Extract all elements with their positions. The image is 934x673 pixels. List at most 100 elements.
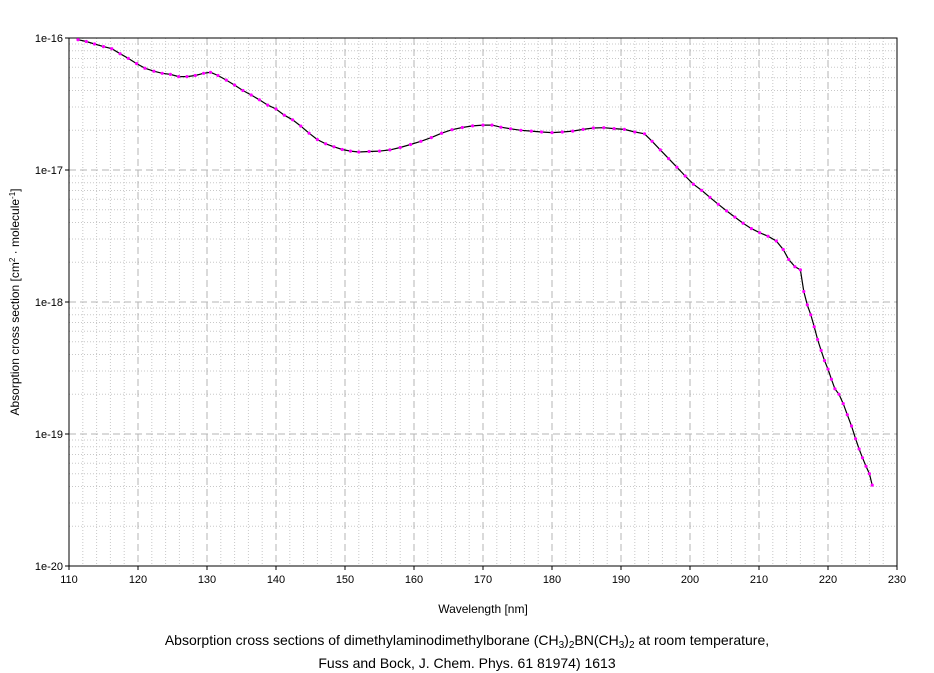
caption-text: ) [624, 632, 629, 648]
data-point [76, 38, 80, 42]
data-point [481, 123, 485, 127]
x-axis-title: Wavelength [nm] [438, 602, 528, 616]
data-point [622, 127, 627, 131]
data-point [529, 129, 533, 133]
data-point [667, 157, 671, 161]
data-point [450, 128, 454, 132]
data-point [357, 150, 361, 154]
y-axis-ticks: 1e-20 1e-19 1e-18 1e-17 1e-16 [35, 33, 69, 573]
data-point [602, 126, 606, 130]
data-point [84, 39, 88, 44]
series-layer [76, 38, 874, 487]
caption-text: BN(CH [574, 632, 619, 648]
data-point [812, 325, 816, 329]
data-point [819, 348, 823, 352]
data-point [168, 72, 172, 76]
y-tick-label: 1e-18 [35, 297, 63, 309]
data-point [274, 107, 278, 111]
data-point [683, 174, 687, 178]
data-point [332, 145, 336, 149]
data-point [658, 148, 662, 152]
data-point [249, 93, 253, 97]
data-point [324, 142, 328, 146]
y-axis-title-part: ] [8, 188, 22, 191]
caption-text: Absorption cross sections of dimethylami… [164, 632, 559, 648]
data-point [398, 145, 402, 150]
data-point [540, 130, 544, 134]
data-point [774, 239, 778, 243]
data-point [202, 71, 206, 75]
data-point [440, 131, 444, 135]
x-tick-label: 120 [129, 574, 147, 586]
data-point [101, 45, 106, 49]
x-tick-label: 190 [612, 574, 630, 586]
data-point [798, 268, 803, 272]
x-tick-label: 130 [198, 574, 216, 586]
data-point [581, 127, 585, 131]
y-axis-title-part: Absorption cross section [cm [8, 262, 22, 415]
data-point [822, 359, 827, 363]
caption-subscript: 2 [628, 640, 635, 651]
data-point [291, 118, 295, 122]
data-point [787, 257, 791, 262]
y-tick-label: 1e-19 [35, 429, 63, 441]
data-point [870, 483, 874, 487]
data-point [708, 195, 712, 199]
grid [69, 38, 897, 566]
data-point [266, 103, 270, 107]
caption-text: at room temperature, [634, 632, 770, 648]
y-axis-title-superscript: -1 [8, 191, 17, 199]
data-point [177, 75, 181, 79]
data-point [642, 132, 647, 136]
data-point [802, 289, 806, 294]
data-point [519, 128, 523, 132]
data-point [741, 221, 745, 225]
data-point [725, 209, 729, 213]
x-tick-label: 160 [405, 574, 423, 586]
caption-subscript: 2 [568, 640, 575, 651]
data-point [388, 148, 392, 152]
data-point [716, 202, 720, 206]
data-point [845, 413, 849, 417]
data-point [160, 71, 164, 75]
data-point [315, 138, 319, 142]
data-point [419, 139, 423, 143]
data-point [758, 231, 762, 235]
data-point [233, 83, 237, 87]
data-point [460, 125, 464, 130]
data-point [816, 337, 820, 342]
x-tick-label: 200 [681, 574, 699, 586]
data-point [841, 402, 845, 406]
data-point [135, 62, 139, 66]
data-point [633, 130, 637, 134]
data-point [340, 147, 344, 152]
caption-line-1: Absorption cross sections of dimethylami… [0, 631, 934, 651]
caption-subscript: 3 [558, 640, 565, 651]
data-point [793, 265, 797, 269]
y-tick-label: 1e-20 [35, 561, 63, 573]
data-point [854, 437, 858, 441]
data-point [429, 136, 433, 140]
data-point [733, 215, 737, 219]
y-tick-label: 1e-16 [35, 33, 63, 45]
data-point [700, 188, 704, 192]
data-point [650, 139, 654, 143]
data-point [675, 165, 679, 169]
data-point [224, 78, 228, 82]
data-point [857, 447, 861, 451]
data-point [766, 234, 770, 238]
x-tick-label: 230 [888, 574, 906, 586]
data-point [691, 182, 696, 186]
data-point [208, 70, 213, 74]
data-point [143, 66, 147, 70]
data-point [591, 126, 596, 130]
data-point [282, 113, 286, 117]
data-point [471, 124, 475, 128]
data-point [216, 73, 220, 78]
data-point [110, 47, 114, 51]
data-point [257, 98, 261, 102]
y-axis-title-superscript: 2 [8, 257, 17, 262]
data-point [612, 127, 616, 131]
x-tick-label: 220 [819, 574, 837, 586]
y-axis-title: Absorption cross section [cm2 · molecule… [8, 188, 22, 415]
